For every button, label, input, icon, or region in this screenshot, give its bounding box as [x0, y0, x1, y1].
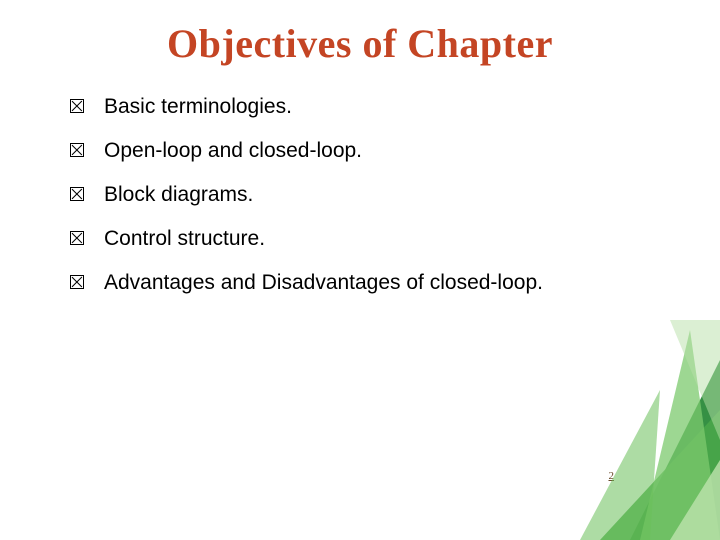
bullet-text: Advantages and Disadvantages of closed-l…: [104, 271, 543, 295]
leaf-decor-icon: [520, 320, 720, 540]
bullet-list: Basic terminologies. Open-loop and close…: [60, 95, 660, 295]
bullet-text: Block diagrams.: [104, 183, 253, 207]
bullet-icon: [70, 275, 84, 289]
bullet-text: Open-loop and closed-loop.: [104, 139, 362, 163]
bullet-icon: [70, 231, 84, 245]
bullet-icon: [70, 99, 84, 113]
bullet-text: Control structure.: [104, 227, 265, 251]
list-item: Basic terminologies.: [70, 95, 660, 119]
list-item: Control structure.: [70, 227, 660, 251]
list-item: Advantages and Disadvantages of closed-l…: [70, 271, 660, 295]
bullet-text: Basic terminologies.: [104, 95, 292, 119]
bullet-icon: [70, 143, 84, 157]
list-item: Block diagrams.: [70, 183, 660, 207]
list-item: Open-loop and closed-loop.: [70, 139, 660, 163]
bullet-icon: [70, 187, 84, 201]
page-number: 2: [609, 470, 615, 482]
slide: Objectives of Chapter Basic terminologie…: [0, 0, 720, 540]
slide-title: Objectives of Chapter: [60, 20, 660, 67]
